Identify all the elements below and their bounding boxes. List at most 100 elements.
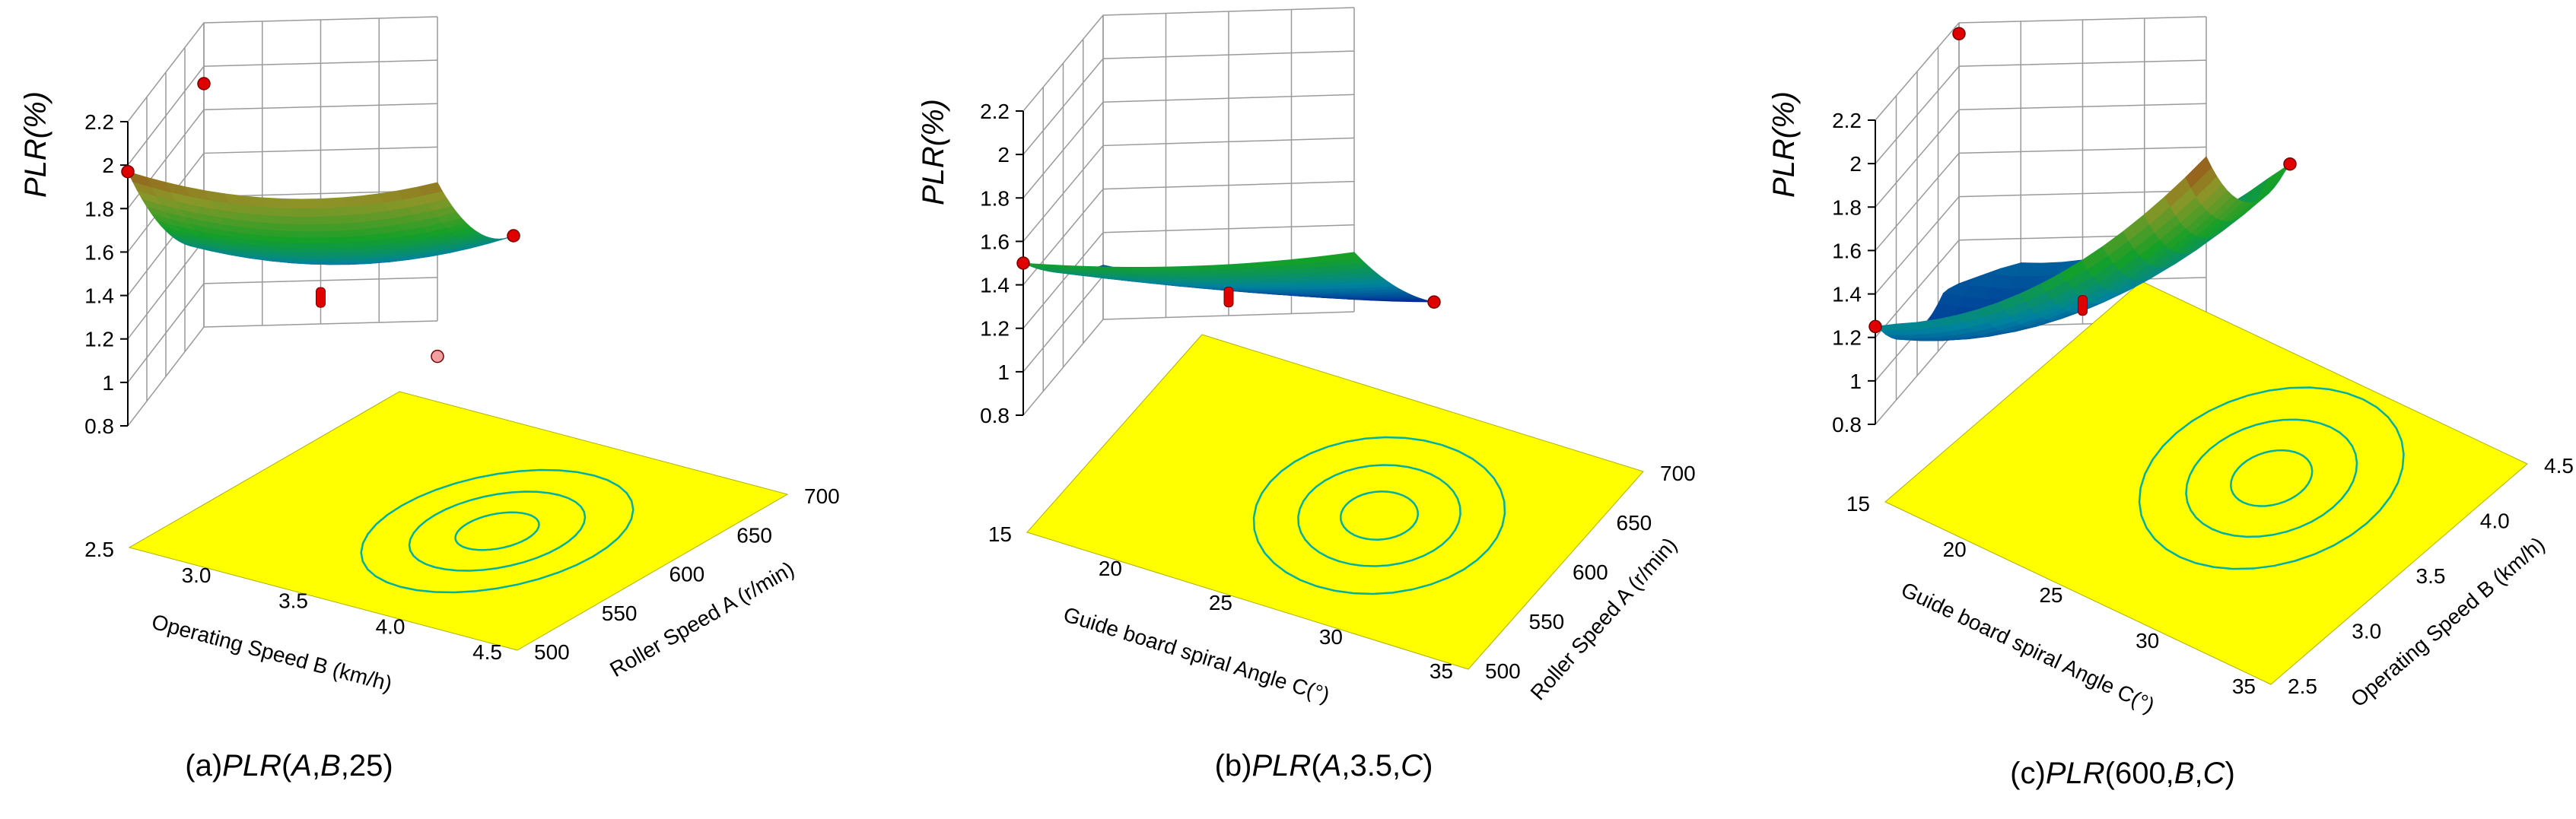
right-axis-tick-label: 4.0: [2480, 509, 2510, 533]
left-axis-tick-label: 4.5: [472, 640, 502, 664]
right-axis-tick-label: 4.5: [2544, 454, 2574, 478]
contour-lines: [2138, 386, 2405, 570]
z-tick-label: 1.2: [84, 328, 114, 351]
z-gridline: [127, 277, 438, 383]
contour-floor: [1026, 334, 1644, 670]
z-gridline: [127, 59, 438, 166]
surface-plot-c: 0.8 1 1.2 1.4 1.6 1.8 2 2.2 PLR(%) 2.5 35 3.0 30 3.5 2…: [1767, 16, 2574, 790]
contour-line: [2185, 418, 2358, 538]
left-axis-title: Operating Speed B (km/h): [149, 610, 394, 696]
surface-plot-a: 0.8 1 1.2 1.4 1.6 1.8 2 2.2 PLR(%) 500 4.5 550 4.0 60…: [19, 16, 840, 782]
design-point: [431, 349, 444, 363]
z-tick-label: 1.4: [84, 284, 114, 308]
left-axis-tick-label: 15: [1846, 492, 1870, 516]
right-axis-tick-label: 500: [534, 640, 570, 664]
z-axis-title: PLR(%): [1767, 91, 1801, 198]
left-axis-tick-label: 20: [1099, 557, 1122, 580]
z-tick-label: 1.6: [980, 230, 1010, 253]
contour-line: [1297, 464, 1461, 567]
surface-patch: [1332, 252, 1360, 261]
left-axis-tick-label: 4.0: [376, 614, 405, 638]
left-axis-tick-label: 25: [2039, 583, 2062, 607]
contour-lines: [360, 468, 634, 594]
contour-line: [1252, 436, 1506, 595]
z-tick-label: 2: [1849, 152, 1862, 176]
z-tick-label: 1.4: [980, 274, 1010, 297]
z-tick-label: 2.2: [84, 110, 114, 134]
right-axis-tick-label: 550: [602, 602, 638, 625]
design-point-center: [1223, 287, 1234, 308]
right-axis-tick-label: 3.0: [2352, 620, 2381, 643]
left-axis-tick-label: 3.0: [182, 563, 211, 587]
z-tick-label: 1.6: [1832, 239, 1862, 262]
contour-lines: [1252, 436, 1506, 595]
right-axis-tick-label: 650: [1617, 511, 1652, 535]
surface-patch: [2185, 156, 2212, 189]
design-point: [121, 164, 135, 179]
response-surface: [1022, 252, 1435, 303]
z-tick-label: 1: [1849, 370, 1862, 393]
z-tick-label: 1.2: [980, 317, 1010, 341]
right-axis-tick-label: 700: [804, 484, 840, 508]
left-axis-tick-label: 2.5: [84, 538, 114, 561]
z-axis-title: PLR(%): [917, 99, 950, 205]
z-tick-label: 2: [997, 143, 1010, 167]
panel-caption: (a)PLR(A,B,25): [185, 749, 393, 782]
contour-line: [2230, 449, 2314, 507]
z-tick-label: 0.8: [980, 404, 1010, 427]
z-axis-title: PLR(%): [19, 91, 52, 198]
panel-caption: (c)PLR(600,B,C): [2010, 757, 2235, 790]
left-axis-title: Guide board spiral Angle C(°): [1061, 602, 1332, 707]
z-tick-label: 1.8: [84, 197, 114, 221]
design-point: [1427, 295, 1441, 309]
right-axis-tick-label: 3.5: [2416, 564, 2446, 588]
left-axis-tick-label: 30: [2136, 629, 2159, 652]
design-point: [1868, 319, 1882, 334]
right-axis-tick-label: 500: [1485, 659, 1521, 683]
right-axis-tick-label: 700: [1660, 462, 1696, 485]
z-tick-label: 0.8: [84, 414, 114, 438]
z-tick-label: 0.8: [1832, 413, 1862, 436]
right-axis-tick-label: 550: [1529, 610, 1565, 633]
contour-floor: [128, 391, 789, 651]
right-axis-tick-label: 650: [736, 523, 772, 547]
left-axis-tick-label: 35: [2232, 675, 2256, 698]
design-point: [1016, 256, 1030, 270]
right-axis-tick-label: 600: [1573, 560, 1608, 584]
z-tick-label: 1.8: [980, 186, 1010, 210]
surface-plot-b: 0.8 1 1.2 1.4 1.6 1.8 2 2.2 PLR(%) 500 35 550 30 600 2…: [917, 7, 1696, 782]
contour-line: [2138, 386, 2405, 570]
left-axis-tick-label: 30: [1319, 625, 1343, 649]
contour-line: [360, 468, 634, 594]
right-axis-tick-label: 600: [669, 563, 705, 586]
contour-line: [1339, 490, 1420, 541]
response-surface: [127, 171, 514, 265]
z-tick-label: 1.2: [1832, 326, 1862, 350]
z-tick-label: 2.2: [980, 100, 1010, 123]
design-point-center: [316, 287, 326, 308]
left-axis-tick-label: 35: [1430, 659, 1453, 683]
right-axis-tick-label: 2.5: [2288, 675, 2317, 698]
z-tick-label: 1: [102, 371, 114, 395]
panel-caption: (b)PLR(A,3.5,C): [1215, 749, 1433, 782]
design-point: [1952, 27, 1966, 41]
design-point: [2283, 157, 2297, 171]
response-surface: [1874, 156, 2291, 341]
left-axis-tick-label: 20: [1943, 538, 1967, 561]
design-point: [507, 229, 520, 243]
z-tick-label: 2.2: [1832, 109, 1862, 132]
z-gridline: [127, 16, 438, 122]
contour-line: [408, 490, 587, 572]
contour-line: [454, 511, 540, 551]
z-tick-label: 1: [997, 360, 1010, 384]
z-tick-label: 2: [102, 154, 114, 177]
left-axis-tick-label: 3.5: [278, 589, 308, 613]
z-tick-label: 1.6: [84, 240, 114, 264]
design-point-center: [2078, 295, 2088, 316]
left-axis-tick-label: 15: [988, 522, 1012, 546]
z-tick-label: 1.8: [1832, 195, 1862, 219]
left-axis-tick-label: 25: [1209, 591, 1232, 614]
z-tick-label: 1.4: [1832, 283, 1862, 306]
design-point: [197, 77, 211, 90]
